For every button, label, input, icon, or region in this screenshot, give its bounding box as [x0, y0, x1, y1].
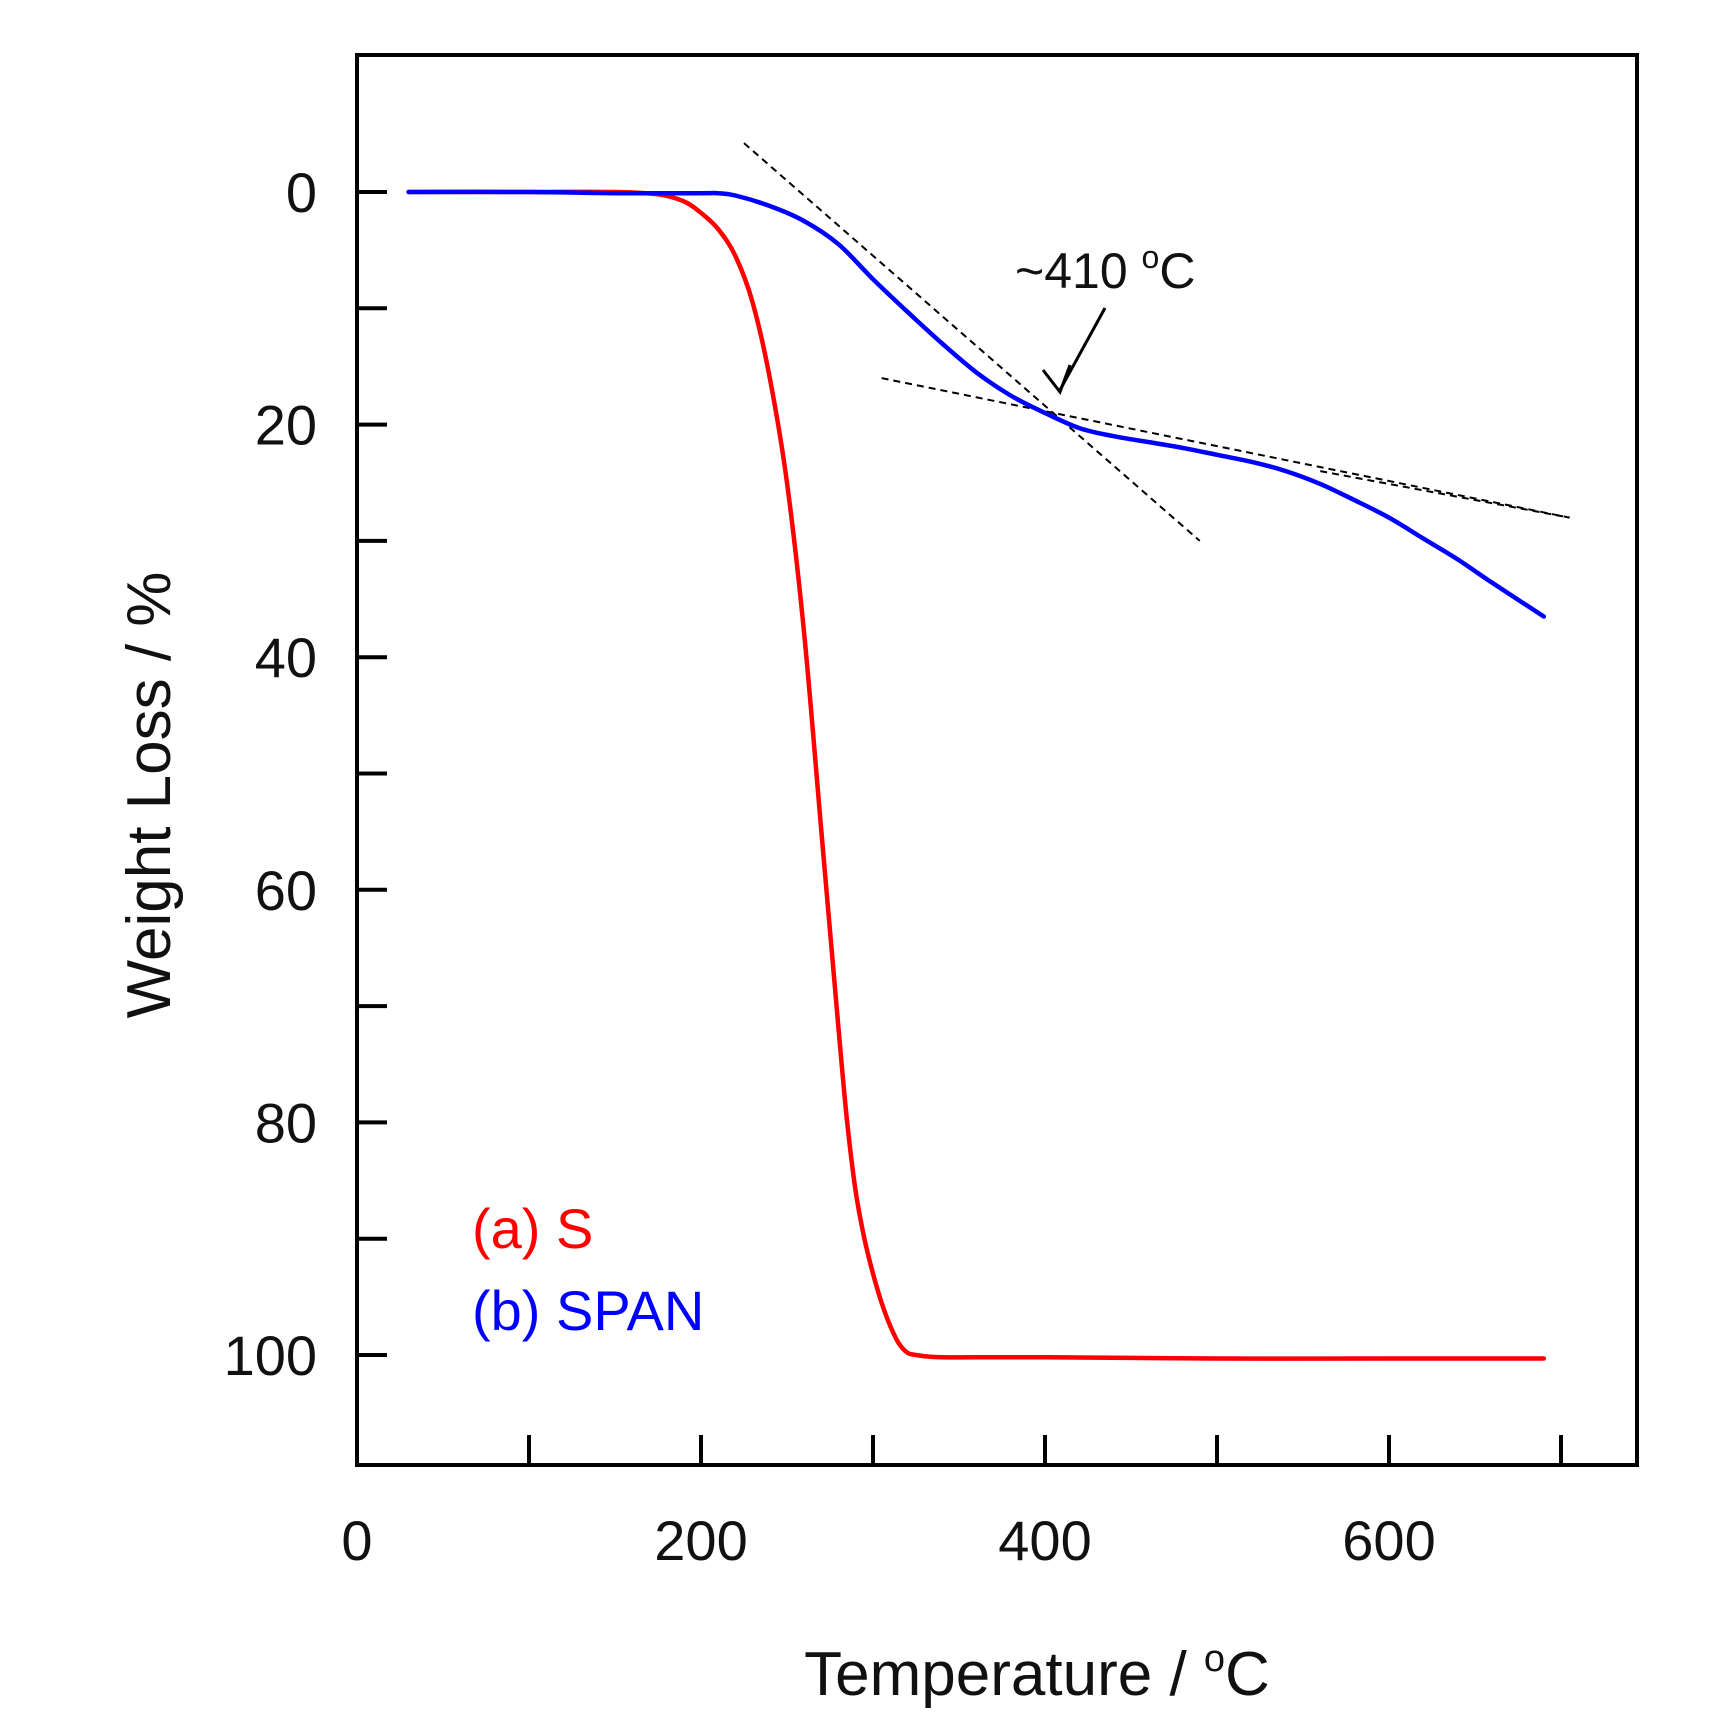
annotation-arrow-head	[1041, 364, 1072, 396]
tangent-line	[743, 142, 1201, 542]
x-axis: 0 200 400 600	[341, 1435, 1563, 1572]
tangent-lines	[743, 142, 1570, 542]
y-tick-label: 0	[286, 161, 317, 224]
tangent-line	[1320, 470, 1570, 519]
y-tick-label: 40	[255, 626, 317, 689]
series-group	[406, 189, 1547, 1361]
x-axis-title: Temperature / oC	[804, 1638, 1270, 1709]
plot-frame	[355, 53, 1639, 1467]
tangent-line	[881, 377, 1570, 519]
legend-entry-s: (a) S	[472, 1197, 593, 1260]
legend-entry-span: (b) SPAN	[472, 1279, 704, 1342]
y-tick-label: 20	[255, 394, 317, 457]
y-axis-title: Weight Loss / %	[115, 572, 184, 1019]
y-tick-label: 100	[224, 1324, 317, 1387]
annotation-arrow-shaft	[1058, 307, 1107, 391]
x-tick-label: 0	[341, 1509, 372, 1572]
annotation-410: ~410 oC	[1015, 239, 1195, 396]
series-line-span	[406, 189, 1547, 619]
x-tick-label: 400	[998, 1509, 1091, 1572]
x-tick-label: 200	[654, 1509, 747, 1572]
series-line-s	[406, 189, 1547, 1361]
y-tick-label: 80	[255, 1091, 317, 1154]
x-tick-label: 600	[1342, 1509, 1435, 1572]
y-axis: 0 20 40 60 80 100	[224, 161, 387, 1387]
y-tick-label: 60	[255, 859, 317, 922]
legend: (a) S (b) SPAN	[472, 1197, 704, 1342]
annotation-label: ~410 oC	[1015, 239, 1195, 299]
